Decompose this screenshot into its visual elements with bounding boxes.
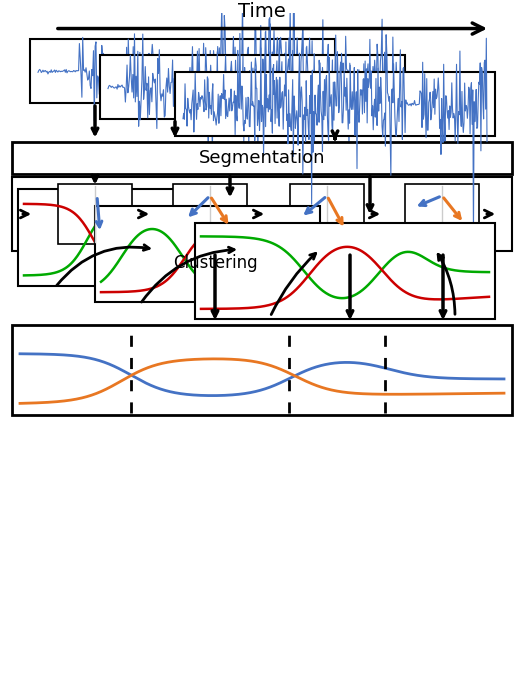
FancyBboxPatch shape bbox=[95, 206, 320, 302]
Text: Segmentation: Segmentation bbox=[199, 149, 325, 167]
FancyBboxPatch shape bbox=[30, 39, 335, 103]
FancyBboxPatch shape bbox=[195, 223, 495, 319]
Text: Clustering: Clustering bbox=[173, 255, 257, 272]
FancyBboxPatch shape bbox=[405, 184, 479, 244]
Text: Time: Time bbox=[238, 1, 286, 21]
FancyBboxPatch shape bbox=[290, 184, 364, 244]
FancyBboxPatch shape bbox=[18, 189, 213, 286]
FancyBboxPatch shape bbox=[58, 184, 132, 244]
FancyBboxPatch shape bbox=[12, 325, 512, 415]
FancyBboxPatch shape bbox=[12, 142, 512, 174]
FancyBboxPatch shape bbox=[173, 184, 247, 244]
FancyBboxPatch shape bbox=[100, 55, 405, 119]
FancyBboxPatch shape bbox=[12, 177, 512, 251]
FancyBboxPatch shape bbox=[175, 72, 495, 136]
